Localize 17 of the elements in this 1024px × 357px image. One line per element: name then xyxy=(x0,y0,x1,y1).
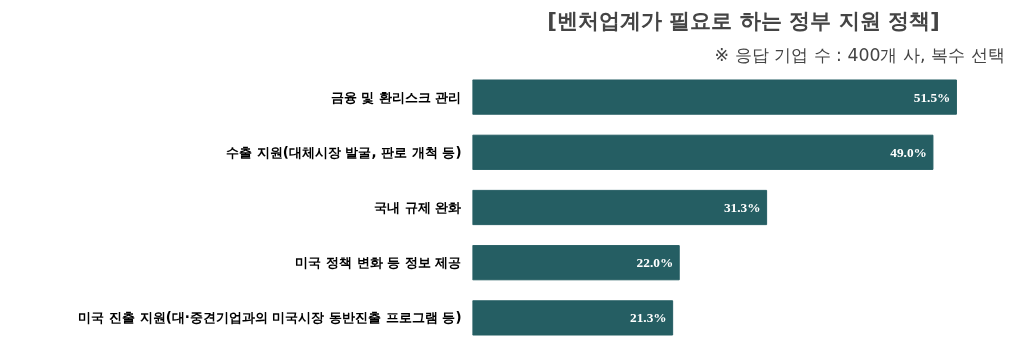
data-label: 21.3% xyxy=(630,310,667,326)
bar xyxy=(472,245,680,281)
y-tick-label: 금융 및 환리스크 관리 xyxy=(330,89,462,105)
y-tick-label: 수출 지원(대체시장 발굴, 판로 개척 등) xyxy=(226,144,462,160)
bar xyxy=(472,134,934,170)
chart-title: [벤처업계가 필요로 하는 정부 지원 정책] xyxy=(547,7,940,33)
y-tick-label: 미국 진출 지원(대·중견기업과의 미국시장 동반진출 프로그램 등) xyxy=(78,310,462,326)
chart-subtitle: ※ 응답 기업 수 : 400개 사, 복수 선택 xyxy=(714,44,1005,65)
data-label: 49.0% xyxy=(890,144,927,160)
y-tick-label: 미국 정책 변화 등 정보 제공 xyxy=(295,255,462,271)
data-label: 22.0% xyxy=(636,255,674,271)
data-label: 31.3% xyxy=(723,200,761,215)
bar xyxy=(472,79,957,115)
bar xyxy=(472,300,674,336)
bar xyxy=(472,189,768,226)
y-tick-label: 국내 규제 완화 xyxy=(374,200,462,215)
data-label: 51.5% xyxy=(913,89,951,105)
